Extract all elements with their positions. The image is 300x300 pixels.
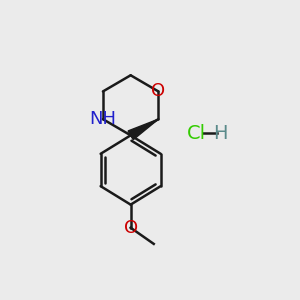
Polygon shape xyxy=(128,119,158,140)
Text: O: O xyxy=(124,219,138,237)
Text: O: O xyxy=(151,82,165,100)
Text: H: H xyxy=(214,124,228,142)
Text: NH: NH xyxy=(89,110,116,128)
Text: Cl: Cl xyxy=(187,124,206,142)
